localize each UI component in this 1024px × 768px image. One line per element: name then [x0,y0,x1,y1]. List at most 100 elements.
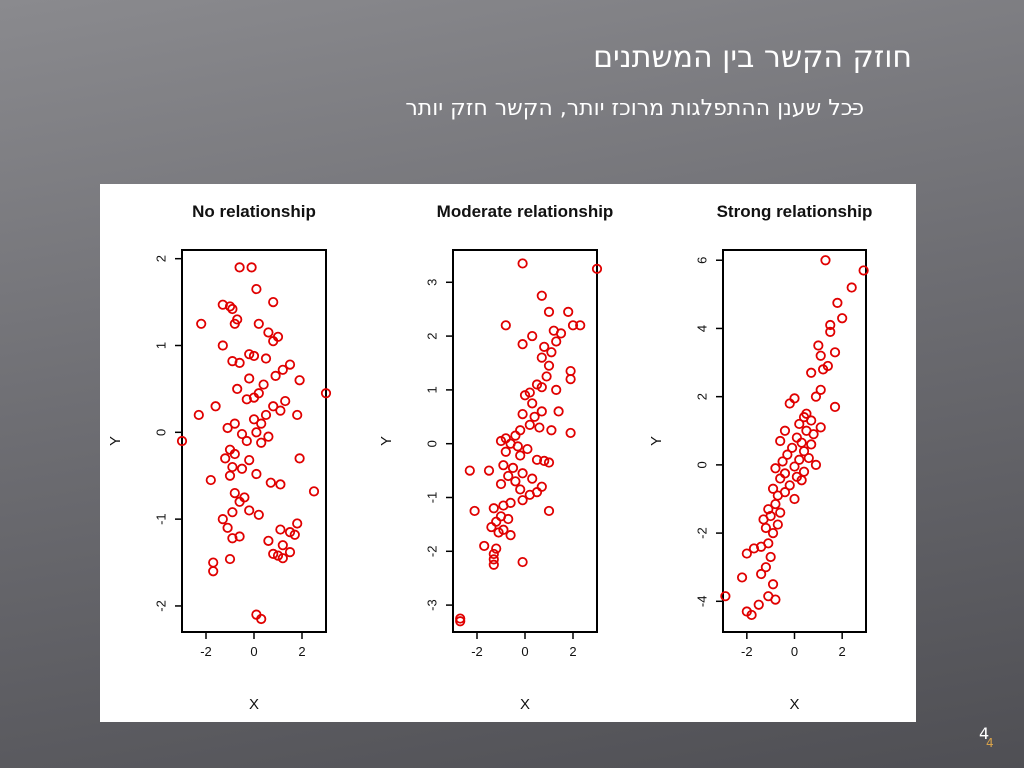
data-point [507,462,519,474]
data-point [777,456,788,467]
y-tick-label: 0 [424,440,439,447]
data-point [808,429,819,440]
data-point [455,616,466,627]
data-point [810,459,822,470]
data-point [539,341,550,352]
data-point [320,388,332,399]
data-point [251,468,262,480]
data-point [227,507,238,518]
data-point [224,470,236,481]
data-point [536,382,547,393]
data-point [770,463,781,474]
x-tick-label: 2 [298,644,305,659]
bullet-marker: - [850,96,858,121]
data-point [517,258,528,269]
data-point [498,500,509,511]
data-point [479,540,490,552]
data-point [563,306,574,317]
data-point [806,439,817,450]
data-point [244,349,255,360]
slide-number: 4 [979,724,990,743]
data-point [289,529,300,540]
data-point [522,443,533,455]
data-point [270,370,281,381]
y-tick-label: -2 [153,600,168,612]
data-point [277,540,288,551]
data-point [741,548,752,559]
data-point [268,296,279,308]
data-point [491,543,502,554]
y-tick-label: -3 [424,599,439,611]
data-point [817,364,829,375]
data-point [832,297,843,308]
data-point [515,450,526,461]
data-point [464,465,475,476]
data-point [789,493,800,505]
data-point [517,468,528,479]
data-point [176,435,188,447]
data-point [253,509,264,520]
data-point [543,306,555,317]
data-point [791,432,802,443]
data-point [498,460,509,471]
data-point [234,357,245,368]
data-point [784,480,795,491]
x-tick-label: -2 [741,644,753,659]
data-point [234,496,245,507]
data-point [553,406,564,417]
data-point [488,503,499,514]
data-point [517,556,528,568]
data-point [536,406,547,417]
data-point [294,453,305,464]
data-point [227,303,238,315]
data-point [789,393,800,404]
data-point [277,553,288,564]
data-point [510,430,521,441]
data-point [837,313,848,324]
data-point [794,418,805,430]
data-point [208,566,219,577]
data-point [534,422,545,433]
data-point [846,282,857,293]
data-point [292,409,303,421]
data-point [217,340,228,351]
data-point [779,468,791,479]
data-point [767,527,779,539]
scatter-figure: No relationship -2 0 2 -2 -1 0 1 2 X Y Moderate rel… [100,184,916,722]
data-point [825,319,836,331]
data-point [263,327,274,338]
y-tick-label: -2 [424,546,439,558]
data-point [236,463,248,474]
data-point [260,409,272,421]
data-point [495,478,507,490]
data-point [503,513,514,525]
y-tick-label: -1 [424,492,439,504]
data-point [253,318,264,329]
data-point [224,301,236,312]
x-tick-label: 0 [791,644,798,659]
data-point [256,437,267,448]
data-point [246,262,257,273]
data-point [803,452,814,464]
data-point [488,554,499,565]
data-point [263,431,274,442]
data-point [469,505,480,517]
data-point [258,379,269,390]
data-point [275,405,286,416]
y-tick-label: 3 [424,279,439,286]
data-point [531,454,543,465]
data-point [515,484,526,495]
data-point [222,422,233,434]
x-tick-label: 0 [521,644,528,659]
data-point [775,435,786,447]
plot-frame-1 [181,249,327,633]
data-point [208,557,219,568]
chart-title-3: Strong relationship [717,202,873,221]
data-point [815,422,826,433]
data-point [284,547,296,558]
data-point [268,548,279,559]
data-point [227,461,238,473]
y-tick-label: 2 [153,255,168,262]
data-point [543,457,555,468]
x-axis-label-3: X [789,696,799,713]
